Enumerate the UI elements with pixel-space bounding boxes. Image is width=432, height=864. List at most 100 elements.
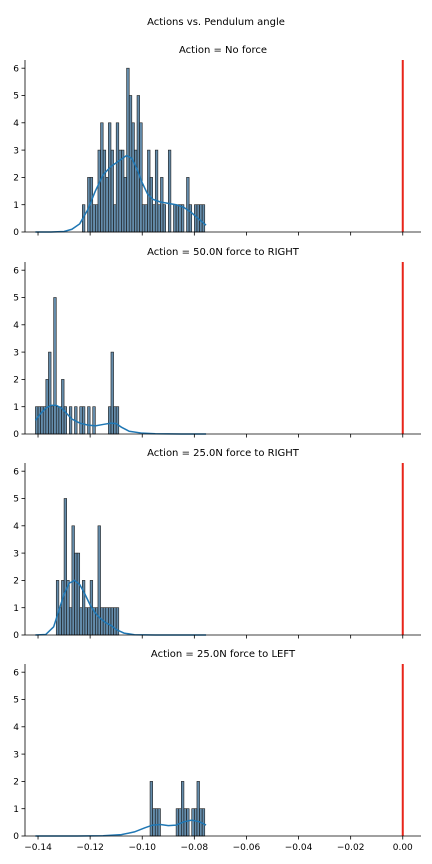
histogram-bar xyxy=(194,808,198,837)
histogram-bar xyxy=(175,204,180,233)
histogram-bar xyxy=(113,204,117,233)
histogram-bar xyxy=(123,177,127,233)
histogram-bar xyxy=(61,379,65,435)
histogram-bar xyxy=(194,204,198,233)
histogram-bar xyxy=(199,204,203,233)
y-tick-label: 3 xyxy=(13,146,19,156)
y-tick-label: 1 xyxy=(13,805,19,815)
y-tick-label: 0 xyxy=(13,430,19,440)
histogram-bar xyxy=(149,177,153,233)
histogram-bar xyxy=(115,122,120,233)
histogram-bar xyxy=(191,808,195,837)
y-tick-label: 2 xyxy=(13,778,19,788)
kde-line xyxy=(35,819,207,837)
histogram-bar xyxy=(115,406,120,435)
y-tick-label: 5 xyxy=(13,92,19,102)
histogram-bar xyxy=(136,95,140,233)
histogram-bar xyxy=(74,552,78,636)
x-tick-label: −0.10 xyxy=(128,843,156,853)
histogram-bar xyxy=(201,204,206,233)
histogram-bar xyxy=(108,607,112,636)
histogram-bar xyxy=(152,808,156,837)
histogram-bar xyxy=(144,204,148,233)
x-tick-label: 0.00 xyxy=(393,843,413,853)
y-tick-label: 6 xyxy=(13,64,19,74)
y-tick-label: 3 xyxy=(13,750,19,760)
histogram-bar xyxy=(110,607,114,636)
histogram-bar xyxy=(87,607,91,636)
kde-line xyxy=(35,579,207,636)
panel-4: Action = 25.0N force to LEFT 0 1 2 3 4 5 6 −0.14… xyxy=(13,649,421,853)
y-tick-label: 5 xyxy=(13,294,19,304)
histogram-bar xyxy=(61,580,65,636)
histogram-bar xyxy=(157,204,161,233)
y-tick-label: 0 xyxy=(13,631,19,641)
histogram-bar xyxy=(92,204,96,233)
x-tick-label: −0.12 xyxy=(76,843,104,853)
histogram-bar xyxy=(100,607,104,636)
y-tick-label: 4 xyxy=(13,321,19,331)
histogram-bar xyxy=(113,406,117,435)
histogram-bar xyxy=(147,149,151,233)
histogram-bar xyxy=(58,406,62,435)
histogram-bar xyxy=(95,607,99,636)
y-tick-label: 6 xyxy=(13,668,19,678)
panel-2: Action = 50.0N force to RIGHT 0 1 2 3 4 5 6 xyxy=(13,247,421,440)
histogram-bar xyxy=(79,406,83,435)
panel-title: Action = 25.0N force to RIGHT xyxy=(147,448,300,459)
y-tick-label: 3 xyxy=(13,549,19,559)
y-tick-label: 0 xyxy=(13,228,19,238)
panel-title: Action = No force xyxy=(179,45,267,56)
histogram-bar xyxy=(82,406,86,435)
y-tick-label: 0 xyxy=(13,832,19,842)
histogram-bar xyxy=(173,204,177,233)
histogram-bar xyxy=(175,808,180,837)
histogram-bar xyxy=(134,149,138,233)
histogram-bar xyxy=(154,808,159,837)
y-tick-label: 4 xyxy=(13,119,19,129)
panel-title: Action = 50.0N force to RIGHT xyxy=(147,247,300,258)
histogram-bar xyxy=(178,204,182,233)
histogram-bar xyxy=(68,406,73,435)
histogram-bar xyxy=(53,297,57,435)
histogram-bar xyxy=(76,552,81,636)
histogram-bar xyxy=(58,607,62,636)
y-tick-label: 1 xyxy=(13,201,19,211)
histogram-bar xyxy=(186,177,190,233)
histogram-bar xyxy=(141,204,146,233)
kde-line xyxy=(34,404,207,435)
y-tick-label: 6 xyxy=(13,467,19,477)
figure-suptitle: Actions vs. Pendulum angle xyxy=(147,17,285,28)
histogram-bar xyxy=(97,149,101,233)
histogram-bar xyxy=(113,607,117,636)
y-tick-label: 1 xyxy=(13,604,19,614)
histogram-bar xyxy=(108,406,112,435)
histogram-bar xyxy=(95,204,99,233)
histogram-bar xyxy=(118,149,122,233)
histogram-bar xyxy=(126,67,130,233)
histogram-bar xyxy=(188,204,193,233)
y-tick-label: 4 xyxy=(13,723,19,733)
histogram-bar xyxy=(186,808,190,837)
histogram-bar xyxy=(105,607,109,636)
histogram-bar xyxy=(110,351,114,435)
histogram-bar xyxy=(102,149,107,233)
histogram-bar xyxy=(157,808,161,837)
y-tick-label: 3 xyxy=(13,348,19,358)
histogram-bar xyxy=(128,95,133,233)
histogram-bar xyxy=(121,149,125,233)
histogram-bar xyxy=(196,781,200,837)
y-tick-label: 2 xyxy=(13,577,19,587)
x-tick-label: −0.04 xyxy=(285,843,313,853)
histogram-bar xyxy=(79,607,83,636)
panel-1: Action = No force 0 1 2 3 4 5 6 xyxy=(13,45,421,238)
y-tick-label: 5 xyxy=(13,495,19,505)
x-tick-label: −0.08 xyxy=(181,843,209,853)
kde-line xyxy=(35,154,207,233)
histogram-bar xyxy=(201,808,206,837)
y-tick-label: 4 xyxy=(13,522,19,532)
histogram-bar xyxy=(162,204,166,233)
y-tick-label: 2 xyxy=(13,376,19,386)
histogram-bar xyxy=(167,149,172,233)
